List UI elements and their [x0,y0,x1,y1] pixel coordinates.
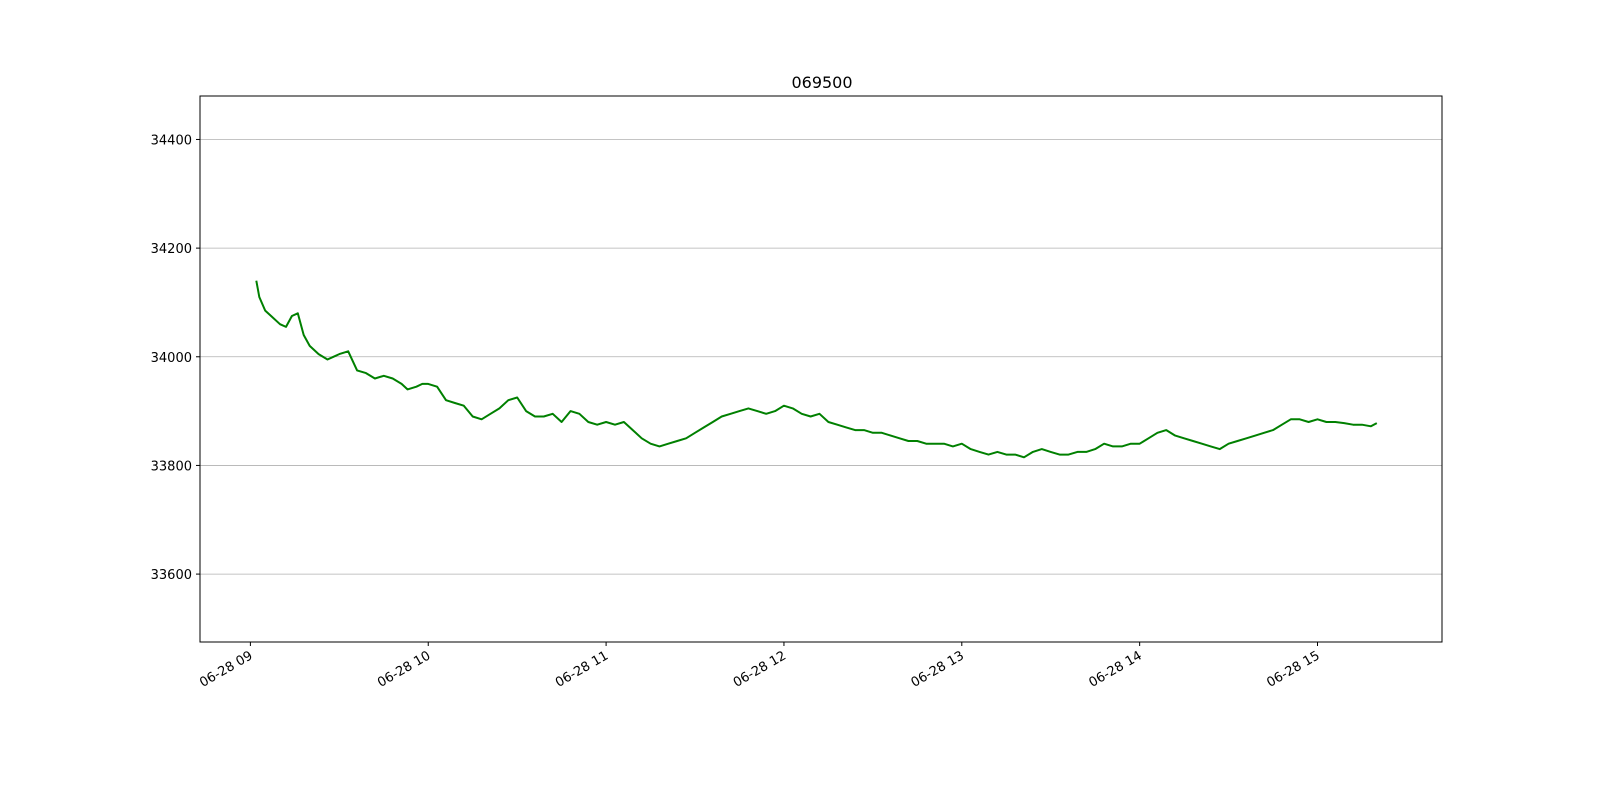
plot-frame [199,95,1443,643]
x-tick-label: 06-28 12 [731,648,789,690]
x-tick-label: 06-28 11 [553,648,611,690]
y-tick-label: 33800 [151,459,192,474]
series-line [255,280,1378,459]
y-tick-label: 33600 [151,568,192,583]
y-axis: 33600 33800 34000 34200 34400 [151,133,200,583]
y-tick-label: 34400 [151,133,192,148]
x-axis: 06-28 09 06-28 10 06-28 11 06-28 12 06-28 13… [197,642,1323,691]
x-tick-label: 06-28 10 [375,648,433,690]
y-gridlines [200,139,1442,575]
x-tick-label: 06-28 13 [909,648,967,690]
x-tick-label: 06-28 15 [1264,648,1322,690]
chart-title: 069500 [791,73,852,92]
y-tick-label: 34000 [151,351,192,366]
x-tick-label: 06-28 09 [197,648,255,690]
y-tick-label: 34200 [151,242,192,257]
series-layer [255,280,1378,459]
x-tick-label: 06-28 14 [1087,648,1145,690]
